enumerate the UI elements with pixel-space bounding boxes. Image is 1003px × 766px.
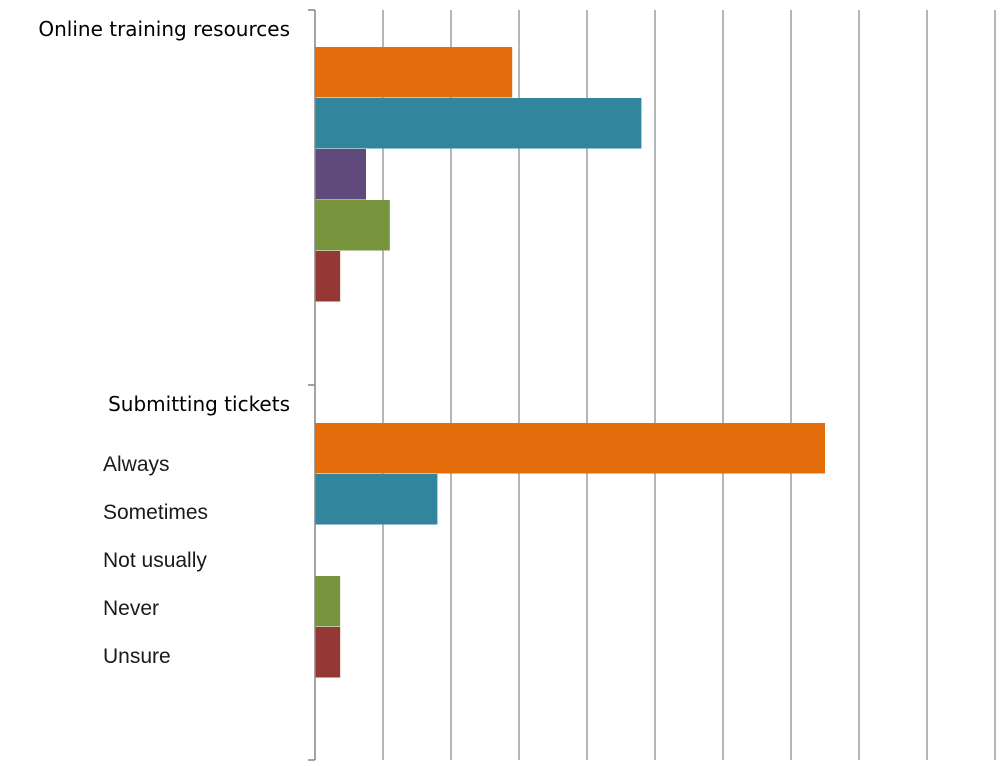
bar-unsure [315,251,341,302]
legend-entry: Sometimes [103,501,208,524]
bars [315,47,825,678]
bar-not-usually [315,149,366,200]
bar-sometimes [315,98,642,149]
category-label: Online training resources [38,17,290,41]
legend-entry: Unsure [103,645,171,668]
bar-always [315,47,513,98]
legend-entry: Never [103,597,159,620]
legend-entry: Always [103,453,170,476]
bar-never [315,200,390,251]
legend-entry: Not usually [103,549,207,572]
category-ticks [308,9,315,761]
category-labels: Online training resources Submitting tick… [38,17,290,416]
legend: Always Sometimes Not usually Never Unsure [103,453,208,668]
category-label: Submitting tickets [108,392,290,416]
bar-unsure [315,627,341,678]
bar-always [315,423,825,474]
bar-sometimes [315,474,438,525]
bar-never [315,576,341,627]
